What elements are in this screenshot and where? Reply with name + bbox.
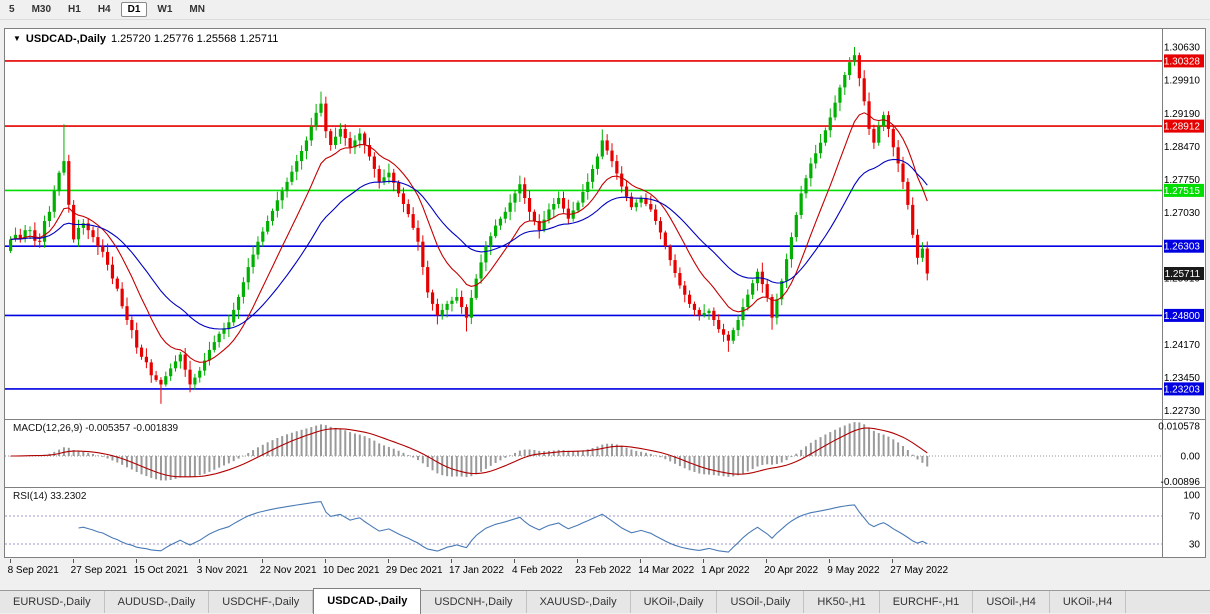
date-tick [829, 559, 831, 563]
chart-canvas[interactable]: 1.30630 1.29910 1.29190 1.28470 1.27750 1.270… [5, 29, 1205, 557]
svg-text:1.29910: 1.29910 [1164, 76, 1201, 87]
date-label: 10 Dec 2021 [322, 565, 380, 576]
tab-usdcad-daily[interactable]: USDCAD-,Daily [313, 588, 422, 614]
svg-text:1.27750: 1.27750 [1164, 175, 1201, 186]
svg-text:0.010578: 0.010578 [1158, 421, 1200, 432]
svg-text:70: 70 [1189, 512, 1201, 523]
tab-hk50-h1[interactable]: HK50-,H1 [804, 591, 880, 613]
svg-text:1.30630: 1.30630 [1164, 43, 1201, 54]
date-label: 8 Sep 2021 [7, 565, 59, 576]
date-label: 4 Feb 2022 [512, 565, 563, 576]
timeframe-toolbar: 5 M30 H1 H4 D1 W1 MN [0, 0, 1210, 20]
price-pane[interactable] [5, 47, 1162, 404]
date-label: 20 Apr 2022 [764, 565, 819, 576]
price-axis[interactable]: 1.30630 1.29910 1.29190 1.28470 1.27750 1.270… [1158, 43, 1204, 551]
date-tick [703, 559, 705, 563]
chart-symbol-label: USDCAD-,Daily [25, 33, 106, 45]
svg-text:1.30328: 1.30328 [1164, 56, 1201, 67]
date-tick [72, 559, 74, 563]
svg-text:100: 100 [1183, 491, 1200, 502]
tab-usdchf-daily[interactable]: USDCHF-,Daily [209, 591, 314, 613]
symbol-tab-bar: EURUSD-,Daily AUDUSD-,Daily USDCHF-,Daily U… [0, 588, 1210, 614]
timeframe-button-d1[interactable]: D1 [120, 2, 148, 17]
rsi-pane[interactable] [5, 501, 1162, 553]
tab-usoil-daily[interactable]: USOil-,Daily [717, 591, 805, 613]
chart-window: 1.30630 1.29910 1.29190 1.28470 1.27750 1.270… [4, 28, 1206, 558]
date-tick [387, 559, 389, 563]
chart-title: ▼ USDCAD-,Daily 1.25720 1.25776 1.25568 … [13, 33, 278, 45]
date-label: 14 Mar 2022 [638, 565, 695, 576]
date-label: 27 Sep 2021 [70, 565, 128, 576]
macd-indicator-label: MACD(12,26,9) -0.005357 -0.001839 [13, 423, 178, 434]
date-label: 22 Nov 2021 [259, 565, 317, 576]
symbol-marker-icon: ▼ [13, 34, 21, 43]
date-tick [577, 559, 579, 563]
tab-eurusd-daily[interactable]: EURUSD-,Daily [0, 591, 105, 613]
date-tick [450, 559, 452, 563]
tab-ukoil-daily[interactable]: UKOil-,Daily [631, 591, 718, 613]
date-label: 27 May 2022 [890, 565, 949, 576]
tab-usdcnh-daily[interactable]: USDCNH-,Daily [421, 591, 527, 613]
date-tick [261, 559, 263, 563]
svg-text:1.25711: 1.25711 [1165, 269, 1201, 280]
timeframe-button-h1[interactable]: H1 [68, 4, 81, 15]
svg-text:1.24170: 1.24170 [1164, 340, 1201, 351]
svg-text:-0.00896: -0.00896 [1161, 477, 1201, 488]
svg-text:1.26303: 1.26303 [1164, 242, 1201, 253]
date-label: 17 Jan 2022 [448, 565, 504, 576]
timeframe-button-mn[interactable]: MN [189, 4, 205, 15]
svg-text:1.22730: 1.22730 [1164, 406, 1201, 417]
date-label: 15 Oct 2021 [133, 565, 189, 576]
svg-text:1.23203: 1.23203 [1164, 384, 1201, 395]
tab-usoil-h4[interactable]: USOil-,H4 [973, 591, 1050, 613]
date-tick [766, 559, 768, 563]
date-label: 3 Nov 2021 [196, 565, 248, 576]
timeframe-button-h4[interactable]: H4 [97, 4, 111, 15]
date-tick [514, 559, 515, 563]
macd-pane[interactable] [5, 422, 1162, 481]
tab-eurchf-h1[interactable]: EURCHF-,H1 [880, 591, 974, 613]
date-tick [9, 559, 11, 563]
svg-text:1.23450: 1.23450 [1164, 373, 1201, 384]
svg-text:30: 30 [1189, 540, 1201, 551]
date-axis[interactable]: 8 Sep 2021 27 Sep 2021 15 Oct 2021 3 Nov 20… [4, 559, 1206, 583]
svg-text:1.24800: 1.24800 [1164, 311, 1201, 322]
date-tick [640, 559, 642, 563]
date-tick [135, 559, 137, 563]
macd-name: MACD(12,26,9) [13, 423, 83, 434]
svg-text:1.29190: 1.29190 [1164, 109, 1201, 120]
svg-text:0.00: 0.00 [1181, 452, 1201, 463]
date-label: 29 Dec 2021 [385, 565, 443, 576]
timeframe-button-w1[interactable]: W1 [157, 4, 173, 15]
rsi-value: 33.2302 [50, 491, 87, 502]
date-label: 23 Feb 2022 [575, 565, 632, 576]
chart-ohlc-values: 1.25720 1.25776 1.25568 1.25711 [111, 33, 279, 45]
svg-text:1.28470: 1.28470 [1164, 142, 1201, 153]
date-label: 9 May 2022 [827, 565, 880, 576]
svg-text:1.27515: 1.27515 [1164, 186, 1201, 197]
tab-xauusd-daily[interactable]: XAUUSD-,Daily [527, 591, 631, 613]
date-tick [324, 559, 326, 563]
date-tick [198, 559, 200, 563]
date-label: 1 Apr 2022 [701, 565, 750, 576]
tab-audusd-daily[interactable]: AUDUSD-,Daily [105, 591, 210, 613]
macd-values: -0.005357 -0.001839 [85, 423, 179, 434]
tab-ukoil-h4[interactable]: UKOil-,H4 [1050, 591, 1127, 613]
timeframe-button-m30[interactable]: M30 [31, 4, 52, 15]
svg-text:1.27030: 1.27030 [1164, 208, 1201, 219]
timeframe-button-5[interactable]: 5 [9, 4, 15, 15]
rsi-name: RSI(14) [13, 491, 48, 502]
date-tick [892, 559, 894, 563]
rsi-indicator-label: RSI(14) 33.2302 [13, 491, 86, 502]
svg-text:1.28912: 1.28912 [1164, 122, 1201, 133]
